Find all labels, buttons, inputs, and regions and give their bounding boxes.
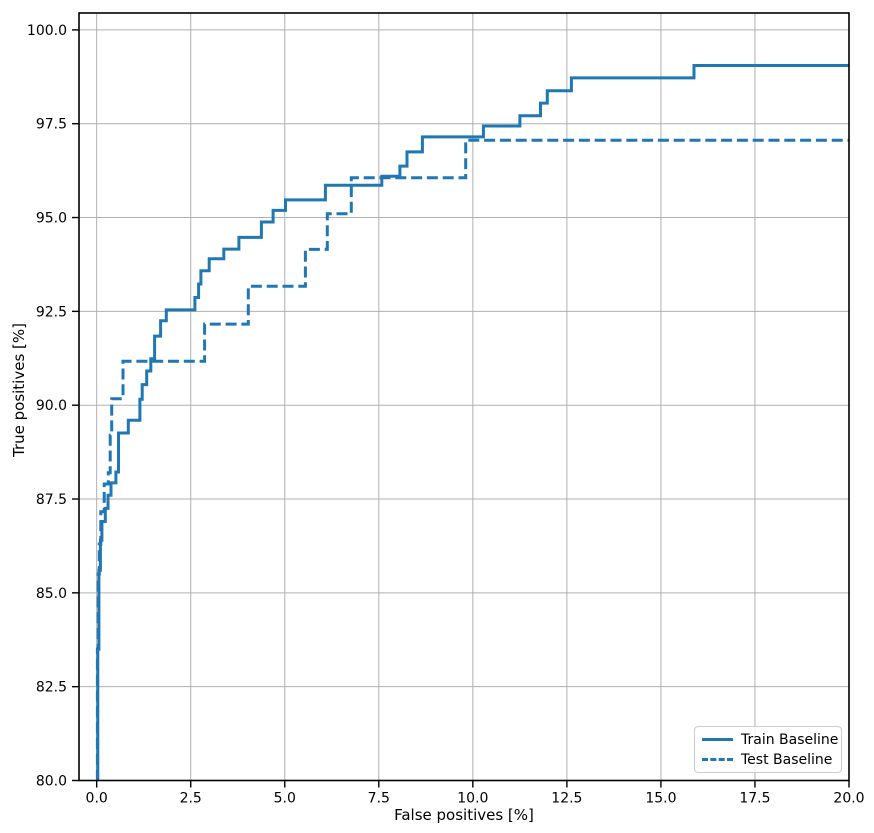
y-axis-label: True positives [%] xyxy=(10,322,28,458)
y-tick-label-97.5: 97.5 xyxy=(36,117,67,133)
train-baseline-curve xyxy=(96,64,849,781)
series-layer xyxy=(95,64,849,781)
y-tick-label-90.0: 90.0 xyxy=(36,398,67,414)
y-tick-label-95.0: 95.0 xyxy=(36,211,67,227)
x-tick-label-15.0: 15.0 xyxy=(645,791,676,807)
x-tick-label-20.0: 20.0 xyxy=(833,791,864,807)
grid-layer xyxy=(79,13,850,781)
plot-border xyxy=(78,12,850,782)
test-baseline-curve xyxy=(95,138,849,781)
y-tick-label-100.0: 100.0 xyxy=(27,23,67,39)
legend-item-train-baseline: Train Baseline xyxy=(702,732,838,748)
x-tick-label-12.5: 12.5 xyxy=(551,791,582,807)
x-tick-label-5.0: 5.0 xyxy=(274,791,296,807)
x-tick-label-17.5: 17.5 xyxy=(739,791,770,807)
x-tick-label-0.0: 0.0 xyxy=(86,791,108,807)
y-tick-label-92.5: 92.5 xyxy=(36,304,67,320)
y-tick-label-82.5: 82.5 xyxy=(36,680,67,696)
tick-layer: 0.0 2.5 5.0 7.5 10.0 12.5 15.0 17.5 20.0 80.0 82.5… xyxy=(27,23,865,807)
x-tick-label-7.5: 7.5 xyxy=(368,791,390,807)
x-tick-label-2.5: 2.5 xyxy=(180,791,202,807)
y-tick-label-87.5: 87.5 xyxy=(36,492,67,508)
legend-label: Test Baseline xyxy=(741,751,833,768)
y-tick-label-85.0: 85.0 xyxy=(36,586,67,602)
legend: Train Baseline Test Baseline xyxy=(694,726,842,773)
axes-frame xyxy=(78,12,850,782)
y-tick-label-80.0: 80.0 xyxy=(36,774,67,790)
legend-item-test-baseline: Test Baseline xyxy=(702,751,833,768)
train-line-swatch-icon xyxy=(702,738,733,741)
test-line-swatch-icon xyxy=(702,758,733,761)
legend-label: Train Baseline xyxy=(741,731,839,748)
x-tick-label-10.0: 10.0 xyxy=(457,791,488,807)
x-axis-label: False positives [%] xyxy=(394,806,534,824)
